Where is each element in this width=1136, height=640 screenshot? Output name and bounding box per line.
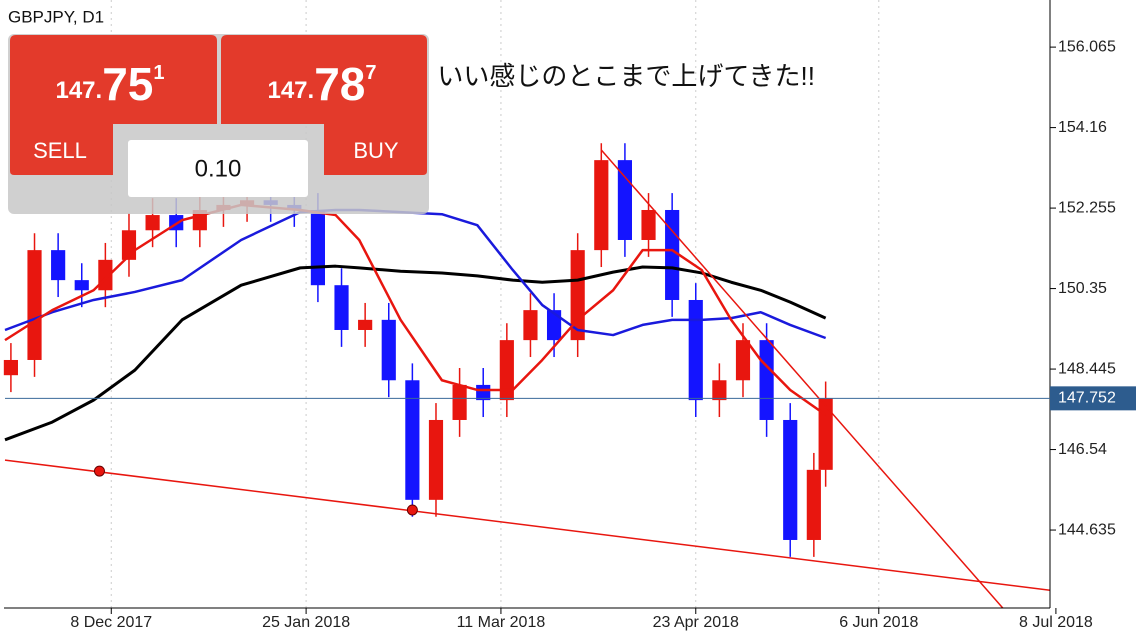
candle-body — [499, 340, 514, 401]
symbol-label: GBPJPY, D1 — [8, 7, 104, 26]
candle-body — [452, 384, 467, 420]
candle-body — [405, 380, 420, 500]
buy-button[interactable] — [221, 35, 427, 175]
touch-marker — [406, 504, 418, 516]
annotation: いい感じのとこまで上げてきた!! — [437, 61, 815, 91]
y-tick-label: 148.445 — [1058, 360, 1116, 377]
candle-body — [806, 469, 821, 540]
x-tick-label: 8 Jul 2018 — [1019, 614, 1093, 631]
price-prefix: 147. — [267, 77, 314, 104]
x-tick-label: 23 Apr 2018 — [653, 614, 739, 631]
plot-area — [3, 0, 1051, 609]
y-tick-label: 156.065 — [1058, 38, 1116, 55]
x-tick-label: 6 Jun 2018 — [839, 614, 918, 631]
candle-body — [546, 310, 562, 341]
price-sup: 7 — [365, 62, 376, 84]
y-tick-label: 150.35 — [1058, 280, 1107, 297]
price-main: 78 — [314, 58, 365, 110]
y-tick-label: 154.16 — [1058, 119, 1107, 136]
x-tick-label: 11 Mar 2018 — [457, 614, 546, 631]
sell-price: 147.751 — [55, 58, 164, 110]
candle-body — [759, 340, 774, 420]
candle-body — [145, 215, 160, 231]
candle-body — [641, 209, 656, 240]
candle-body — [594, 160, 609, 251]
price-prefix: 147. — [55, 77, 102, 104]
candle-body — [712, 380, 727, 401]
sell-button[interactable] — [10, 35, 217, 175]
candle-body — [665, 209, 680, 300]
moving-average — [4, 208, 827, 340]
trend-line — [4, 459, 1051, 591]
candle-body — [310, 209, 325, 286]
x-tick-label: 8 Dec 2017 — [70, 614, 152, 631]
candle-body — [334, 285, 349, 330]
candle-body — [428, 419, 444, 500]
candle-body — [381, 319, 396, 381]
touch-marker — [93, 465, 105, 477]
price-sup: 1 — [153, 62, 164, 84]
trade-panel: 147.751 147.787 SELL BUY 0.10 — [8, 34, 429, 214]
moving-average — [4, 203, 827, 416]
price-main: 75 — [102, 58, 153, 110]
candle-body — [688, 299, 703, 401]
candle-body — [74, 280, 89, 291]
y-tick-label: 144.635 — [1058, 521, 1116, 538]
volume-value: 0.10 — [195, 155, 242, 182]
current-price-label: 147.752 — [1058, 390, 1116, 407]
buy-label: BUY — [353, 138, 399, 163]
y-tick-label: 152.255 — [1058, 199, 1116, 216]
candle-body — [735, 340, 751, 381]
candle-body — [3, 359, 18, 376]
volume-input[interactable] — [128, 140, 308, 197]
candle-body — [27, 250, 42, 360]
candle-body — [358, 319, 373, 330]
current-price-box — [1050, 386, 1136, 411]
trend-line — [600, 149, 1004, 609]
buy-price: 147.787 — [267, 58, 376, 110]
candle-body — [523, 310, 538, 341]
candle-body — [783, 419, 798, 540]
candle-body — [818, 398, 833, 470]
y-tick-label: 146.54 — [1058, 441, 1107, 458]
candle-body — [51, 250, 66, 281]
sell-label: SELL — [33, 138, 87, 163]
x-tick-label: 25 Jan 2018 — [262, 614, 350, 631]
candle-body — [476, 384, 491, 401]
